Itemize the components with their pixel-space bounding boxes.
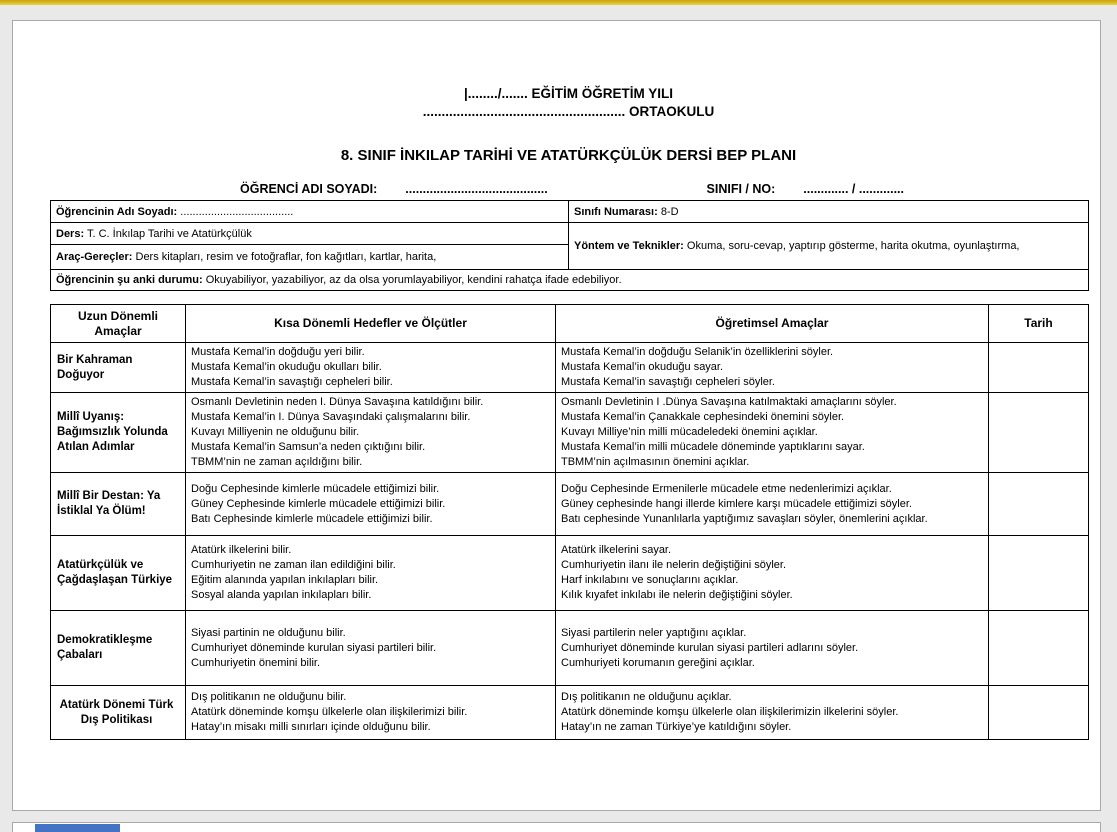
- short-term-objectives-cell: Osmanlı Devletinin neden I. Dünya Savaşı…: [185, 392, 556, 473]
- date-cell: [988, 610, 1089, 686]
- plan-table-row: Atatürk Dönemi Türk Dış Politikası Dış p…: [50, 685, 1089, 740]
- materials-cell: Araç-Gereçler: Ders kitapları, resim ve …: [50, 244, 569, 270]
- plan-table-row: Millî Bir Destan: Ya İstiklal Ya Ölüm! D…: [50, 472, 1089, 536]
- methods-cell: Yöntem ve Teknikler: Okuma, soru-cevap, …: [568, 222, 1089, 270]
- student-identity-line: ÖĞRENCİ ADI SOYADI:.....................…: [50, 182, 1087, 196]
- document-content: |......../....... EĞİTİM ÖĞRETİM YILI ..…: [50, 85, 1089, 740]
- plan-table-row: Millî Uyanış: Bağımsızlık Yolunda Atılan…: [50, 392, 1089, 473]
- instructional-aims-cell: Osmanlı Devletinin I .Dünya Savaşına kat…: [555, 392, 989, 473]
- date-cell: [988, 535, 1089, 611]
- date-cell: [988, 392, 1089, 473]
- next-page-top-edge: [12, 822, 1101, 832]
- long-term-goal-cell: Demokratikleşme Çabaları: [50, 610, 186, 686]
- class-number-cell: Sınıfı Numarası: 8-D: [568, 200, 1089, 223]
- long-term-goal-cell: Millî Uyanış: Bağımsızlık Yolunda Atılan…: [50, 392, 186, 473]
- short-term-objectives-cell: Siyasi partinin ne olduğunu bilir. Cumhur…: [185, 610, 556, 686]
- short-term-objectives-cell: Atatürk ilkelerini bilir. Cumhuriyetin ne…: [185, 535, 556, 611]
- document-title: 8. SINIF İNKILAP TARİHİ VE ATATÜRKÇÜLÜK …: [340, 147, 797, 164]
- long-term-goal-cell: Millî Bir Destan: Ya İstiklal Ya Ölüm!: [50, 472, 186, 536]
- plan-table-row: Bir Kahraman Doğuyor Mustafa Kemal’in do…: [50, 342, 1089, 393]
- plan-table-header-row: Uzun Dönemli Amaçlar Kısa Dönemli Hedefl…: [50, 304, 1089, 343]
- short-term-objectives-cell: Doğu Cephesinde kimlerle mücadele ettiği…: [185, 472, 556, 536]
- long-term-goal-cell: Atatürkçülük ve Çağdaşlaşan Türkiye: [50, 535, 186, 611]
- instructional-aims-cell: Siyasi partilerin neler yaptığını açıkla…: [555, 610, 989, 686]
- window-top-accent-bar: [0, 0, 1117, 5]
- date-cell: [988, 342, 1089, 393]
- next-page-blue-bar: [35, 824, 120, 832]
- student-name-cell: Öğrencinin Adı Soyadı: .................…: [50, 200, 569, 223]
- plan-table-row: Demokratikleşme Çabaları Siyasi partinin…: [50, 610, 1089, 686]
- header-school-line: ........................................…: [422, 104, 715, 119]
- course-cell: Ders: T. C. İnkılap Tarihi ve Atatürkçül…: [50, 222, 569, 245]
- long-term-goal-cell: Bir Kahraman Doğuyor: [50, 342, 186, 393]
- instructional-aims-cell: Atatürk ilkelerini sayar. Cumhuriyetin il…: [555, 535, 989, 611]
- instructional-aims-cell: Mustafa Kemal’in doğduğu Selanik’in özel…: [555, 342, 989, 393]
- long-term-goal-cell: Atatürk Dönemi Türk Dış Politikası: [50, 685, 186, 740]
- current-status-cell: Öğrencinin şu anki durumu: Okuyabiliyor,…: [50, 269, 1089, 291]
- plan-table-row: Atatürkçülük ve Çağdaşlaşan Türkiye Atat…: [50, 535, 1089, 611]
- instructional-aims-cell: Dış politikanın ne olduğunu açıklar. Atat…: [555, 685, 989, 740]
- col-header-long-term-goals: Uzun Dönemli Amaçlar: [50, 304, 186, 343]
- col-header-short-term-objectives: Kısa Dönemli Hedefler ve Ölçütler: [185, 304, 556, 343]
- col-header-date: Tarih: [988, 304, 1089, 343]
- col-header-instructional-aims: Öğretimsel Amaçlar: [555, 304, 989, 343]
- student-info-table: Öğrencinin Adı Soyadı: .................…: [50, 200, 1089, 291]
- date-cell: [988, 472, 1089, 536]
- bep-plan-table: Uzun Dönemli Amaçlar Kısa Dönemli Hedefl…: [50, 304, 1089, 740]
- short-term-objectives-cell: Mustafa Kemal’in doğduğu yeri bilir. Must…: [185, 342, 556, 393]
- instructional-aims-cell: Doğu Cephesinde Ermenilerle mücadele etm…: [555, 472, 989, 536]
- date-cell: [988, 685, 1089, 740]
- document-page[interactable]: |......../....... EĞİTİM ÖĞRETİM YILI ..…: [12, 20, 1101, 811]
- short-term-objectives-cell: Dış politikanın ne olduğunu bilir. Atatür…: [185, 685, 556, 740]
- class-no-dots: ............. / .............: [803, 182, 904, 196]
- class-no-label: SINIFI / NO:: [706, 182, 776, 196]
- header-year-line: |......../....... EĞİTİM ÖĞRETİM YILI: [463, 86, 674, 101]
- student-name-dots: ........................................…: [405, 182, 548, 196]
- student-name-label: ÖĞRENCİ ADI SOYADI:: [240, 182, 378, 196]
